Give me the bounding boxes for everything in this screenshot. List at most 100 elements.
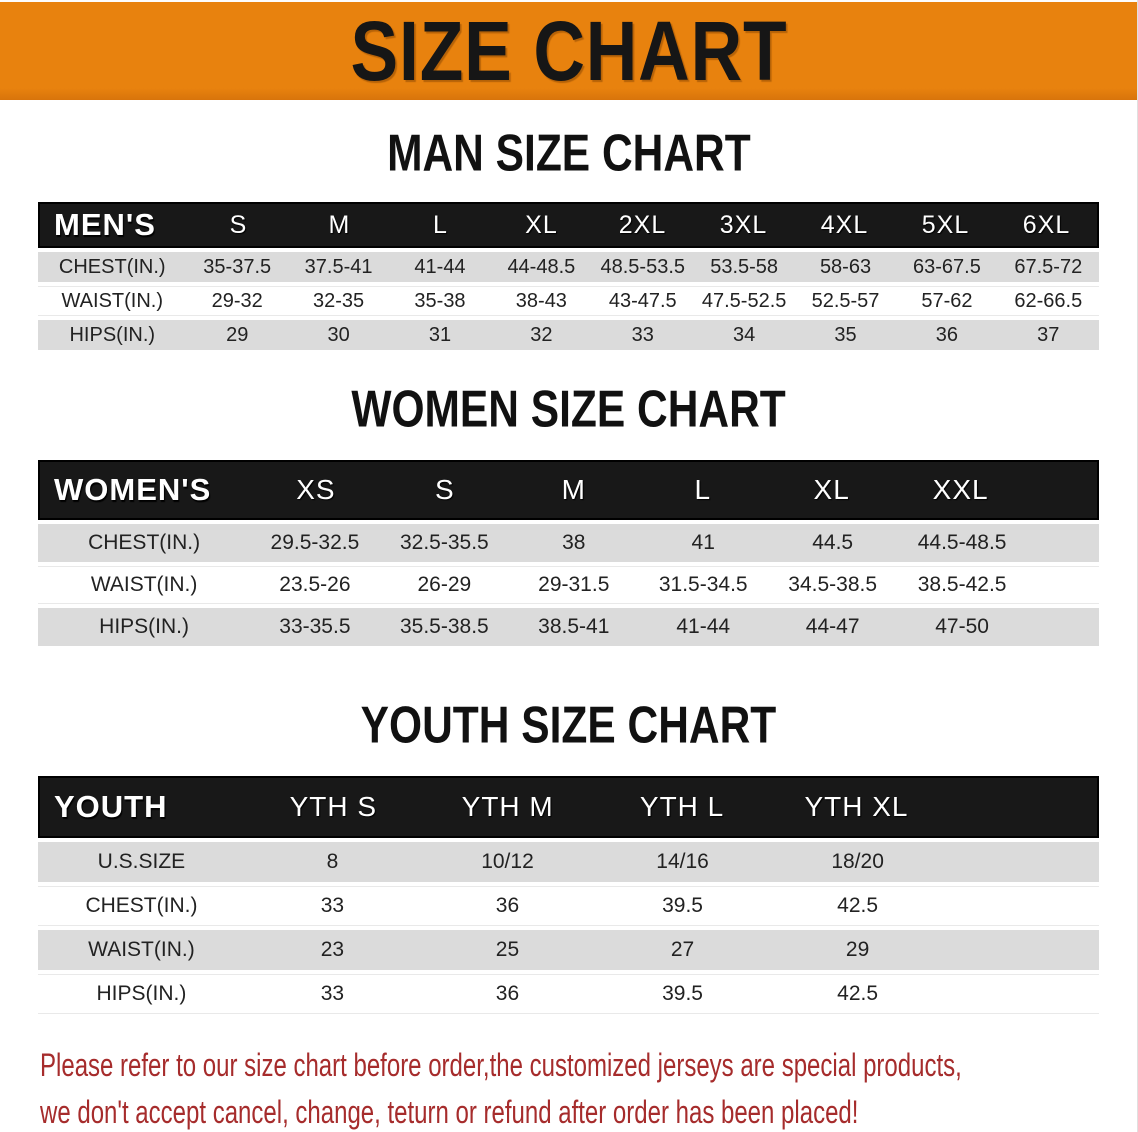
cell-value: 26-29 xyxy=(417,573,472,596)
column-header: L xyxy=(433,210,448,239)
cell-value: 42.5 xyxy=(837,982,879,1005)
banner-title: SIZE CHART xyxy=(350,3,787,98)
cell-value: 41-44 xyxy=(676,615,731,638)
row-label: WAIST(IN.) xyxy=(90,573,198,596)
cell-value: 33 xyxy=(320,894,345,917)
table-header-label: MEN'S xyxy=(54,207,156,242)
cell-value: 38.5-42.5 xyxy=(917,573,1007,596)
row-label: WAIST(IN.) xyxy=(88,938,195,961)
cell-value: 38 xyxy=(562,531,586,554)
table-header-label: YOUTH xyxy=(54,789,168,824)
women-section-title-text: WOMEN SIZE CHART xyxy=(351,379,786,439)
column-header: 2XL xyxy=(618,210,667,239)
cell-value: 35 xyxy=(834,323,857,346)
column-header: XL xyxy=(813,474,850,505)
column-header: 3XL xyxy=(719,210,768,239)
cell-value: 58-63 xyxy=(819,255,872,278)
row-label: CHEST(IN.) xyxy=(88,531,201,554)
cell-value: 18/20 xyxy=(831,850,884,873)
cell-value: 39.5 xyxy=(662,894,703,917)
table-row: CHEST(IN.) 33 36 39.5 42.5 xyxy=(38,886,1099,926)
column-header: 6XL xyxy=(1022,210,1071,239)
row-label: CHEST(IN.) xyxy=(85,894,198,917)
disclaimer-line-2: we don't accept cancel, change, teturn o… xyxy=(40,1094,859,1130)
women-size-table: WOMEN'S XS S M L XL XXL CHEST(IN.) 29.5-32.5 32.5… xyxy=(38,460,1099,646)
table-row: WAIST(IN.) 29-32 32-35 35-38 38-43 43-47.5 47.… xyxy=(38,286,1099,316)
cell-value: 14/16 xyxy=(656,850,709,873)
row-label: HIPS(IN.) xyxy=(99,615,190,638)
cell-value: 36 xyxy=(495,982,520,1005)
table-header-row: WOMEN'S XS S M L XL XXL xyxy=(38,460,1099,520)
column-header: XL xyxy=(525,210,558,239)
column-header: 5XL xyxy=(921,210,970,239)
cell-value: 43-47.5 xyxy=(608,289,677,312)
cell-value: 35-37.5 xyxy=(203,255,272,278)
table-row: WAIST(IN.) 23 25 27 29 xyxy=(38,930,1099,970)
cell-value: 44.5-48.5 xyxy=(917,531,1007,554)
column-header: YTH S xyxy=(289,791,378,822)
cell-value: 32.5-35.5 xyxy=(399,531,489,554)
column-header: YTH L xyxy=(639,791,725,822)
disclaimer-line-1: Please refer to our size chart before or… xyxy=(40,1047,962,1083)
cell-value: 31 xyxy=(428,323,452,346)
cell-value: 67.5-72 xyxy=(1014,255,1083,278)
cell-value: 38-43 xyxy=(515,289,567,312)
cell-value: 39.5 xyxy=(662,982,703,1005)
cell-value: 29 xyxy=(845,938,870,961)
cell-value: 33 xyxy=(320,982,345,1005)
column-header: 4XL xyxy=(820,210,869,239)
cell-value: 8 xyxy=(326,850,339,873)
cell-value: 37 xyxy=(1037,323,1060,346)
cell-value: 37.5-41 xyxy=(304,255,373,278)
cell-value: 36 xyxy=(935,323,959,346)
cell-value: 25 xyxy=(495,938,520,961)
cell-value: 23.5-26 xyxy=(279,573,351,596)
cell-value: 47.5-52.5 xyxy=(701,289,787,312)
table-row: HIPS(IN.) 33-35.5 35.5-38.5 38.5-41 41-44 44-… xyxy=(38,608,1099,646)
table-row: WAIST(IN.) 23.5-26 26-29 29-31.5 31.5-34.5 34… xyxy=(38,566,1099,604)
cell-value: 10/12 xyxy=(481,850,534,873)
cell-value: 38.5-41 xyxy=(538,615,610,638)
cell-value: 29 xyxy=(226,323,249,346)
column-header: XXL xyxy=(932,474,989,505)
cell-value: 35.5-38.5 xyxy=(399,615,489,638)
cell-value: 63-67.5 xyxy=(912,255,981,278)
cell-value: 32-35 xyxy=(313,289,365,312)
cell-value: 34.5-38.5 xyxy=(788,573,878,596)
cell-value: 27 xyxy=(670,938,695,961)
cell-value: 29-32 xyxy=(211,289,263,312)
cell-value: 36 xyxy=(495,894,520,917)
youth-section-title-text: YOUTH SIZE CHART xyxy=(360,695,777,755)
table-header-row: YOUTH YTH S YTH M YTH L YTH XL xyxy=(38,776,1099,838)
cell-value: 33 xyxy=(631,323,654,346)
row-label: HIPS(IN.) xyxy=(96,982,187,1005)
column-header: L xyxy=(694,474,712,505)
table-row: HIPS(IN.) 33 36 39.5 42.5 xyxy=(38,974,1099,1014)
man-section-title: MAN SIZE CHART xyxy=(0,124,1137,182)
row-label: U.S.SIZE xyxy=(97,850,186,873)
cell-value: 23 xyxy=(320,938,345,961)
cell-value: 29.5-32.5 xyxy=(270,531,360,554)
cell-value: 44-47 xyxy=(805,615,860,638)
size-chart-banner: SIZE CHART xyxy=(0,0,1137,100)
table-row: CHEST(IN.) 35-37.5 37.5-41 41-44 44-48.5 48.5… xyxy=(38,252,1099,282)
column-header: M xyxy=(328,210,351,239)
row-label: WAIST(IN.) xyxy=(61,289,163,312)
cell-value: 62-66.5 xyxy=(1014,289,1083,312)
cell-value: 41 xyxy=(691,531,715,554)
cell-value: 44-48.5 xyxy=(507,255,576,278)
cell-value: 47-50 xyxy=(935,615,989,638)
cell-value: 31.5-34.5 xyxy=(658,573,748,596)
column-header: YTH XL xyxy=(804,791,909,822)
table-row: HIPS(IN.) 29 30 31 32 33 34 35 36 37 xyxy=(38,320,1099,350)
youth-size-table: YOUTH YTH S YTH M YTH L YTH XL U.S.SIZE 8 10/12… xyxy=(38,776,1099,1014)
cell-value: 44.5 xyxy=(812,531,854,554)
women-section-title: WOMEN SIZE CHART xyxy=(0,380,1137,438)
cell-value: 34 xyxy=(733,323,756,346)
column-header: XS xyxy=(296,474,336,505)
table-header-label: WOMEN'S xyxy=(54,472,212,507)
cell-value: 33-35.5 xyxy=(279,615,351,638)
table-header-row: MEN'S S M L XL 2XL 3XL 4XL 5XL 6XL xyxy=(38,202,1099,248)
cell-value: 57-62 xyxy=(921,289,973,312)
men-size-table: MEN'S S M L XL 2XL 3XL 4XL 5XL 6XL CHEST(IN.) 35-37… xyxy=(38,202,1099,350)
